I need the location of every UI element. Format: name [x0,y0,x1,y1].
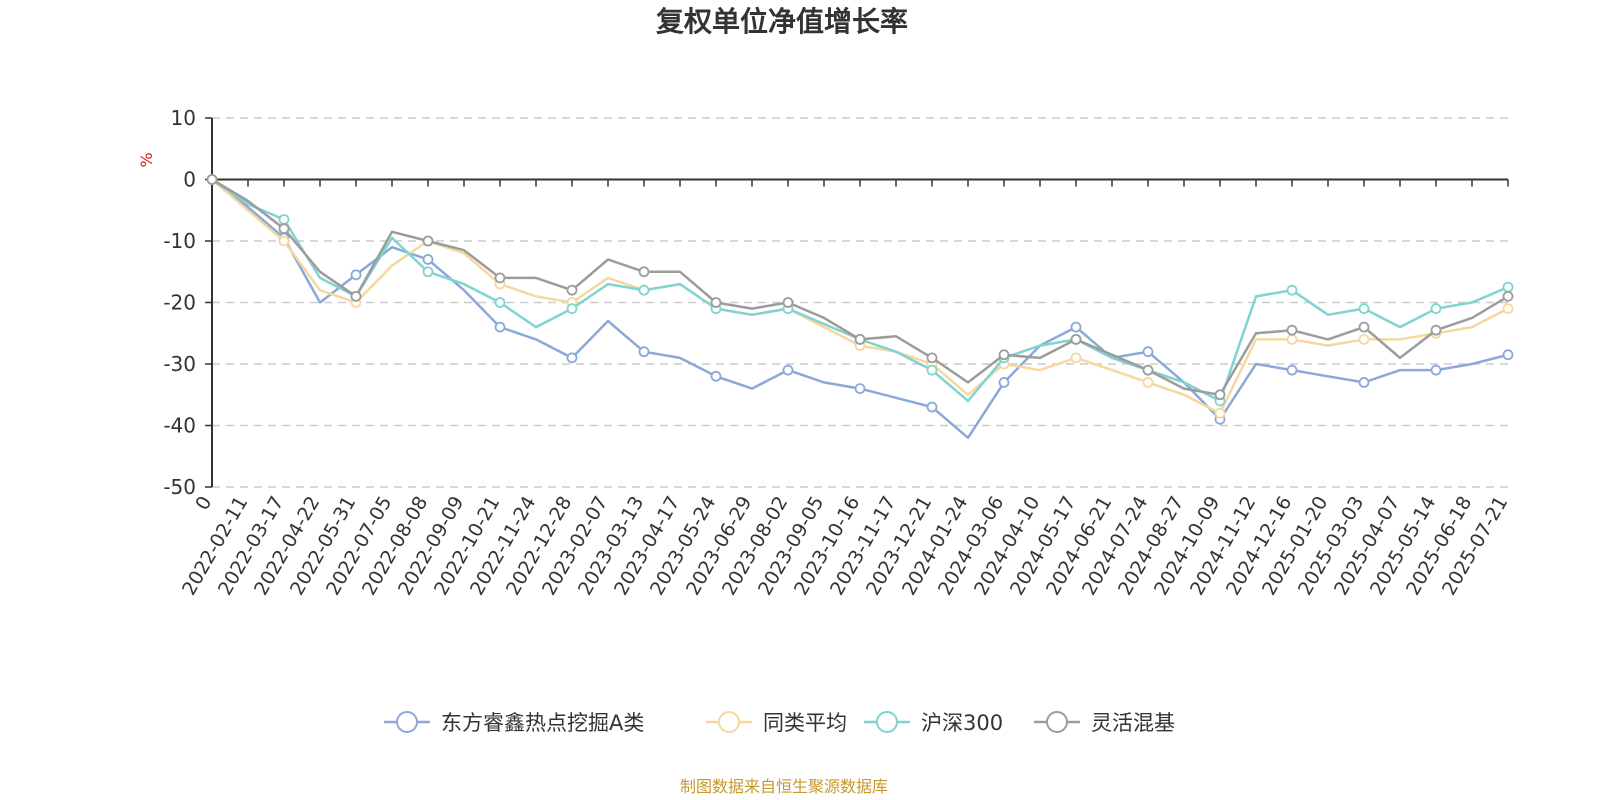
series-lines [206,174,1514,440]
legend-label: 沪深300 [921,711,1003,735]
data-point [1358,303,1370,315]
legend-marker [718,711,740,733]
legend-item[interactable]: 灵活混基 [1034,711,1175,735]
y-tick-label: 0 [183,168,196,192]
data-point [350,290,362,302]
data-point [1142,377,1154,388]
data-point [1430,324,1442,336]
data-point [1358,321,1370,333]
data-point [1286,324,1298,336]
data-point [422,254,434,265]
series-line [211,178,1509,397]
data-point [566,284,578,296]
legend-marker [396,711,418,733]
data-point [278,214,290,225]
y-tick-label: -20 [163,291,196,315]
legend-item[interactable]: 同类平均 [706,711,847,735]
y-tick-label: -50 [163,475,196,499]
source-note: 制图数据来自恒生聚源数据库 [680,777,888,796]
legend-marker [876,711,898,733]
data-point [1430,364,1442,376]
data-point [1286,364,1298,376]
data-point [998,349,1010,361]
legend-label: 同类平均 [763,711,847,735]
data-point [1070,352,1082,364]
data-point [710,297,722,308]
y-tick-label: 10 [171,106,196,130]
axes: 100-10-20-30-40-5002022-02-112022-03-172… [163,106,1512,599]
data-point [854,383,866,395]
data-point [926,364,938,376]
y-tick-label: -40 [163,414,196,438]
data-point [422,266,434,278]
data-point [1142,364,1154,376]
data-point [206,174,218,185]
data-point [494,272,506,284]
data-point [998,377,1010,388]
legend-marker [1046,711,1068,733]
legend-label: 灵活混基 [1091,711,1175,735]
data-point [1142,346,1154,358]
y-tick-label: -10 [163,229,196,253]
series-group [206,174,1514,401]
data-point [1502,349,1514,361]
data-point [926,352,938,364]
data-point [566,303,578,315]
grid-lines [212,117,1508,488]
data-point [1502,303,1514,315]
data-point [1358,333,1370,345]
legend[interactable]: 东方睿鑫热点挖掘A类 同类平均 沪深300 灵活混基 [384,711,1175,735]
data-point [782,297,794,308]
data-point [494,321,506,333]
data-point [1358,377,1370,388]
data-point [1502,281,1514,293]
series-group [206,174,1514,419]
data-point [638,346,650,358]
data-point [710,370,722,382]
data-point [494,297,506,308]
data-point [854,333,866,345]
data-point [1214,407,1226,419]
data-point [1286,333,1298,345]
data-point [1430,303,1442,315]
data-point [566,352,578,364]
x-tick-label: 0 [191,493,216,514]
y-tick-label: -30 [163,352,196,376]
y-axis-unit: % [137,152,156,167]
data-point [278,223,290,235]
series-line [211,178,1509,403]
series-line [211,178,1509,440]
data-point [1214,389,1226,401]
data-point [1070,333,1082,345]
series-line [211,178,1509,415]
data-point [638,284,650,296]
data-point [1502,290,1514,302]
data-point [1070,321,1082,333]
series-group [206,174,1514,407]
data-point [350,269,362,281]
data-point [926,401,938,413]
data-point [1286,284,1298,296]
data-point [782,364,794,376]
data-point [278,235,290,247]
legend-label: 东方睿鑫热点挖掘A类 [441,711,644,735]
data-point [422,235,434,247]
chart-title: 复权单位净值增长率 [656,5,908,38]
legend-item[interactable]: 东方睿鑫热点挖掘A类 [384,711,644,735]
legend-item[interactable]: 沪深300 [864,711,1003,735]
data-point [638,266,650,278]
